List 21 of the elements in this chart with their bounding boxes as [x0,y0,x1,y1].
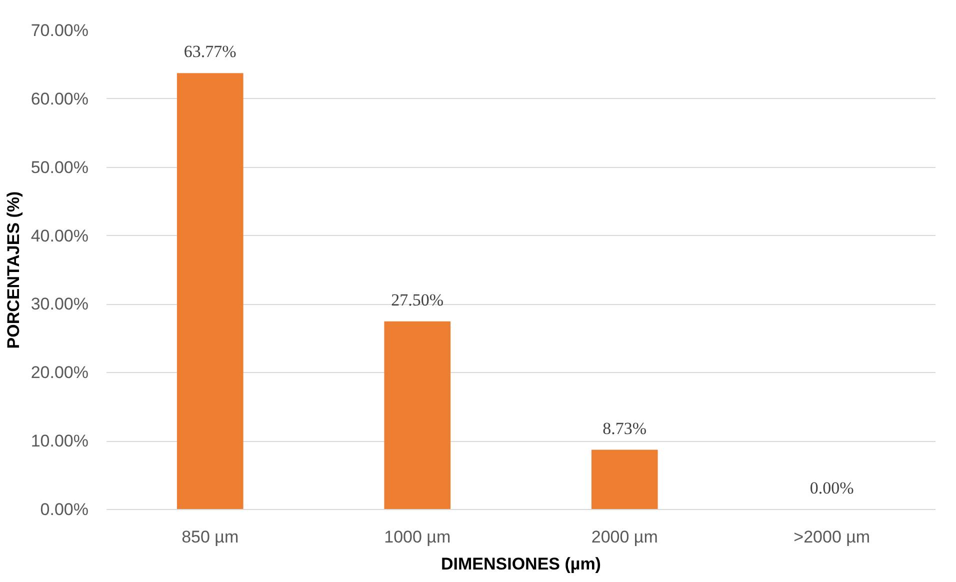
y-tick-label: 20.00% [30,363,89,382]
data-label: 27.50% [391,290,444,310]
y-tick-label: 40.00% [30,226,89,246]
data-label: 63.77% [184,42,236,62]
bar [176,73,244,510]
y-tick-label: 50.00% [30,158,89,177]
x-tick-label: >2000 µm [794,528,870,546]
x-tick-label: 2000 µm [591,528,658,546]
x-tick-label: 850 µm [182,528,239,546]
y-tick-label: 0.00% [40,500,88,519]
bar [384,321,451,510]
data-label: 0.00% [810,478,854,498]
x-tick-label: 1000 µm [384,528,451,546]
data-label: 8.73% [602,418,647,438]
y-tick-label: 60.00% [30,89,89,108]
x-axis-title: DIMENSIONES (µm) [441,554,601,574]
y-axis-title: PORCENTAJES (%) [4,191,23,349]
y-tick-label: 10.00% [30,432,89,451]
y-tick-label: 30.00% [30,294,89,314]
bar [591,450,658,510]
y-tick-label: 70.00% [30,21,89,40]
